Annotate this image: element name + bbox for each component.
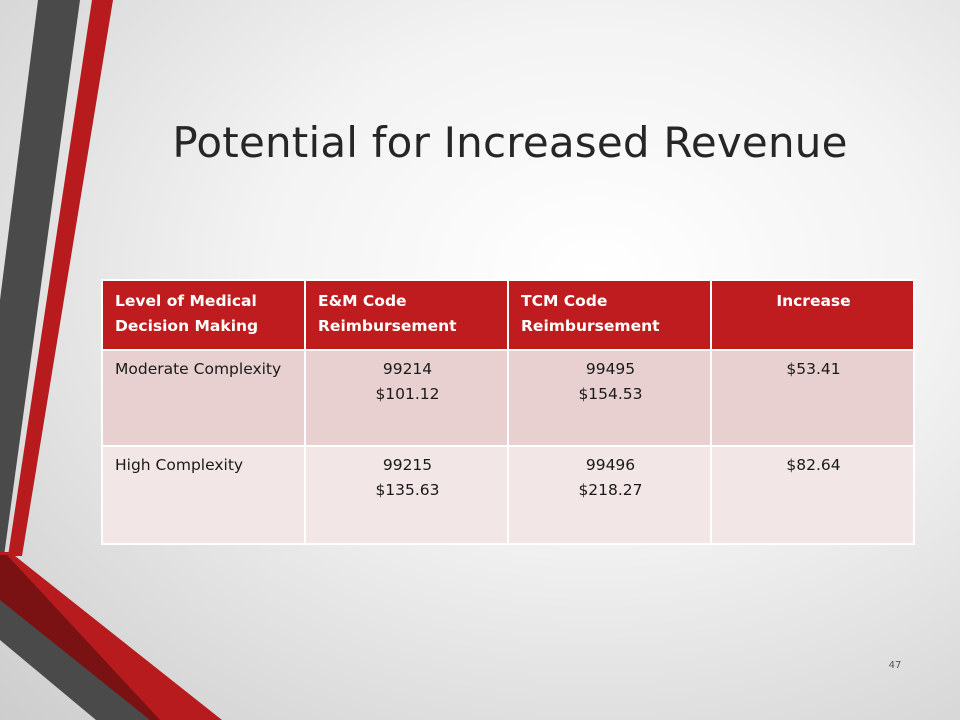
red-stripe-bottom [0,552,222,720]
header-tcm-code: TCM Code Reimbursement [507,279,712,351]
red-stripe-left [8,0,113,556]
slide-title: Potential for Increased Revenue [172,118,848,167]
tcm-code: 99496 [585,456,636,474]
revenue-table: Level of Medical Decision Making E&M Cod… [101,279,915,545]
cell-tcm: 99496 $218.27 [507,445,712,545]
cell-em: 99214 $101.12 [304,349,509,447]
header-level: Level of Medical Decision Making [101,279,306,351]
page-number: 47 [888,660,902,671]
table-header-row: Level of Medical Decision Making E&M Cod… [101,279,915,351]
table-row: Moderate Complexity 99214 $101.12 99495 … [101,349,915,447]
table-row: High Complexity 99215 $135.63 99496 $218… [101,445,915,545]
tcm-code: 99495 [585,360,636,378]
dark-red-stripe-bottom [0,555,160,720]
tcm-amount: $218.27 [578,481,643,499]
tcm-amount: $154.53 [578,385,643,403]
em-code: 99214 [382,360,433,378]
em-amount: $135.63 [375,481,440,499]
cell-increase: $82.64 [710,445,915,545]
header-em-code: E&M Code Reimbursement [304,279,509,351]
header-increase: Increase [710,279,915,351]
cell-em: 99215 $135.63 [304,445,509,545]
cell-increase: $53.41 [710,349,915,447]
em-amount: $101.12 [375,385,440,403]
cell-tcm: 99495 $154.53 [507,349,712,447]
em-code: 99215 [382,456,433,474]
cell-level: Moderate Complexity [101,349,306,447]
gray-stripe-left [0,0,80,556]
cell-level: High Complexity [101,445,306,545]
